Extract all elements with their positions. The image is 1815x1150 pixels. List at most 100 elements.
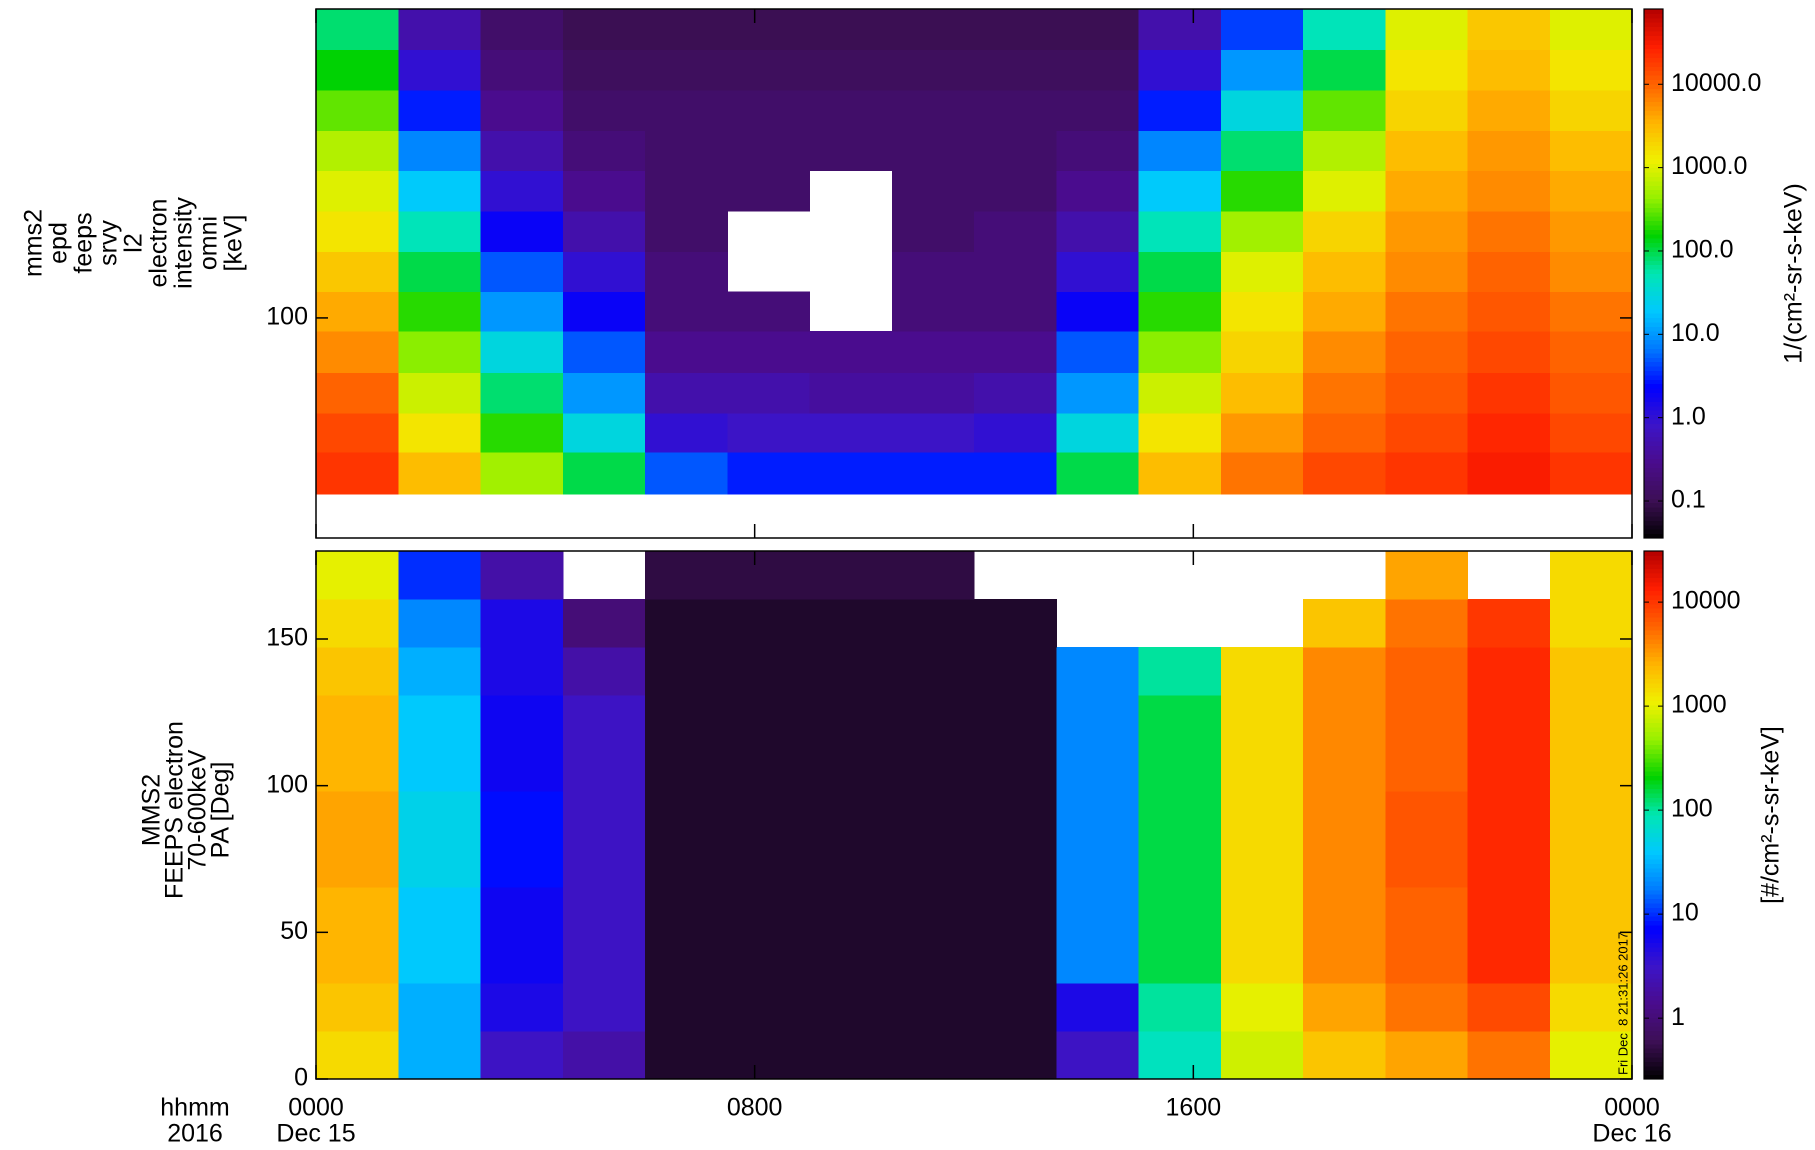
- y-tick-label: 50: [280, 917, 308, 945]
- spectrogram-cell: [1303, 331, 1386, 373]
- spectrogram-cell: [1467, 90, 1551, 131]
- spectrogram-cell: [316, 130, 399, 172]
- colorbar-slice: [1644, 88, 1663, 94]
- spectrogram-cell: [398, 170, 481, 212]
- spectrogram-cell: [480, 646, 564, 696]
- colorbar-slice: [1644, 854, 1663, 860]
- colorbar-slice: [1644, 105, 1663, 111]
- spectrogram-cell: [316, 170, 399, 212]
- spectrogram-cell: [1385, 839, 1468, 888]
- spectrogram-cell: [1138, 412, 1222, 453]
- spectrogram-cell: [480, 1030, 564, 1080]
- spectrogram-cell: [974, 934, 1057, 984]
- spectrogram-cell: [1549, 130, 1633, 172]
- colorbar-slice: [1644, 841, 1663, 847]
- spectrogram-cell: [1220, 291, 1304, 332]
- colorbar-slice: [1644, 141, 1663, 147]
- spectrogram-cell: [1303, 790, 1386, 840]
- spectrogram-cell: [727, 790, 810, 840]
- y-tick-label: 100: [266, 770, 308, 798]
- x-tick-label: 1600: [1166, 1094, 1222, 1122]
- spectrogram-cell: [316, 695, 399, 744]
- spectrogram-cell: [316, 49, 399, 91]
- spectrogram-cell: [1138, 251, 1222, 293]
- colorbar-slice: [1644, 982, 1663, 988]
- colorbar-slice: [1644, 749, 1663, 754]
- colorbar-slice: [1644, 361, 1663, 367]
- colorbar-slice: [1644, 211, 1663, 217]
- spectrogram-cell: [316, 291, 399, 332]
- spectrogram-cell: [727, 839, 810, 888]
- spectrogram-cell: [1385, 743, 1468, 792]
- colorbar-slice: [1644, 775, 1663, 781]
- colorbar-slice: [1644, 185, 1663, 191]
- spectrogram-cell: [891, 49, 975, 91]
- spectrogram-cell: [1220, 983, 1304, 1032]
- colorbar-slice: [1644, 388, 1663, 394]
- spectrogram-cell: [645, 695, 728, 744]
- spectrogram-cell: [1385, 934, 1468, 984]
- y-axis-label: epd: [45, 222, 73, 264]
- colorbar-slice: [1644, 1052, 1663, 1058]
- colorbar-slice: [1644, 722, 1663, 728]
- spectrogram-cell: [398, 646, 481, 696]
- spectrogram-cell: [645, 211, 728, 252]
- spectrogram-cell: [974, 90, 1057, 131]
- spectrogram-cell: [480, 451, 564, 495]
- spectrogram-cell: [398, 695, 481, 744]
- colorbar-slice: [1644, 586, 1663, 592]
- spectrogram-cell: [1056, 1030, 1139, 1080]
- spectrogram-cell: [974, 599, 1057, 648]
- spectrogram-cell: [1056, 839, 1139, 888]
- spectrogram-cell: [645, 1030, 728, 1080]
- spectrogram-cell: [1303, 646, 1386, 696]
- spectrogram-cell: [316, 451, 399, 495]
- colorbar-slice: [1644, 282, 1663, 288]
- colorbar-slice: [1644, 669, 1663, 675]
- spectrogram-cell: [562, 743, 646, 792]
- spectrogram-cell: [809, 9, 893, 50]
- spectrogram-cell: [398, 839, 481, 888]
- spectrogram-cell: [1220, 372, 1304, 414]
- colorbar-slice: [1644, 480, 1663, 486]
- colorbar-slice: [1644, 432, 1663, 438]
- spectrogram-cell: [1220, 790, 1304, 840]
- spectrogram-cell: [1220, 646, 1304, 696]
- spectrogram-cell: [1220, 886, 1304, 936]
- colorbar-slice: [1644, 801, 1663, 807]
- colorbar-slice: [1644, 172, 1663, 178]
- spectrogram-cell: [727, 695, 810, 744]
- colorbar-slice: [1644, 176, 1663, 182]
- spectrogram-cell: [891, 839, 975, 888]
- spectrogram-cell: [1138, 839, 1222, 888]
- spectrogram-cell: [1056, 211, 1139, 252]
- colorbar-slice: [1644, 815, 1663, 820]
- colorbar-slice: [1644, 330, 1663, 336]
- spectrogram-cell: [1549, 49, 1633, 91]
- spectrogram-cell: [1549, 934, 1633, 984]
- colorbar-slice: [1644, 427, 1663, 433]
- spectrogram-cell: [645, 90, 728, 131]
- colorbar-slice: [1644, 476, 1663, 482]
- spectrogram-cell: [1056, 291, 1139, 332]
- colorbar-slice: [1644, 995, 1663, 1001]
- colorbar-slice: [1644, 551, 1663, 556]
- spectrogram-cell: [809, 839, 893, 888]
- spectrogram-cell: [1220, 9, 1304, 50]
- spectrogram-cell: [727, 331, 810, 373]
- spectrogram-cell: [645, 130, 728, 172]
- spectrogram-cell: [974, 886, 1057, 936]
- spectrogram-cell: [1138, 49, 1222, 91]
- spectrogram-cell: [645, 839, 728, 888]
- spectrogram-cell: [1549, 291, 1633, 332]
- spectrogram-cell: [891, 9, 975, 50]
- spectrogram-cell: [645, 599, 728, 648]
- x-tick-label: 0000: [288, 1094, 344, 1122]
- colorbar-slice: [1644, 885, 1663, 891]
- spectrogram-cell: [316, 743, 399, 792]
- colorbar-slice: [1644, 458, 1663, 464]
- colorbar-slice: [1644, 485, 1663, 491]
- spectrogram-cell: [809, 1030, 893, 1080]
- colorbar-slice: [1644, 110, 1663, 116]
- colorbar-slice: [1644, 621, 1663, 627]
